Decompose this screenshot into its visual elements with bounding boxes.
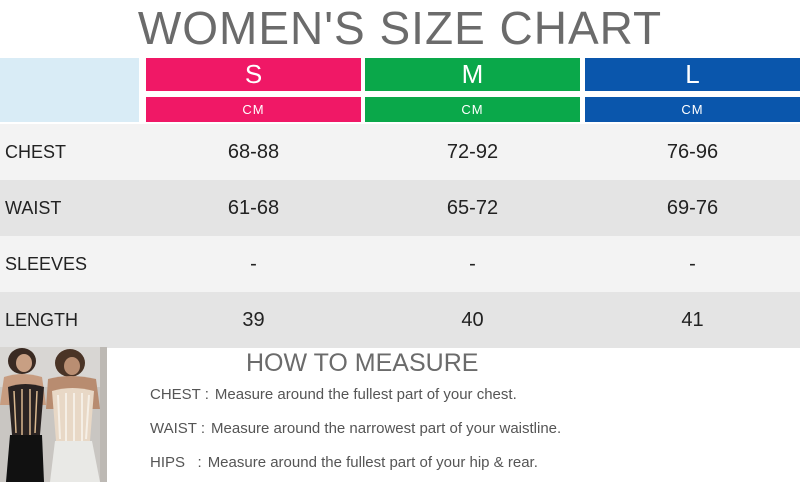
measure-desc: Measure around the narrowest part of you… (211, 420, 562, 437)
measure-key: HIPS : (150, 454, 202, 471)
measure-desc: Measure around the fullest part of your … (207, 454, 538, 471)
model-photo (0, 347, 107, 482)
size-label: L (585, 58, 800, 91)
size-header-s: S CM (146, 58, 361, 122)
unit-label: CM (365, 97, 580, 122)
unit-label: CM (585, 97, 800, 122)
measure-item-hips: HIPS : Measure around the fullest part of… (150, 452, 538, 474)
table-cell: - (689, 253, 696, 275)
table-row-chest: CHEST 68-88 72-92 76-96 (0, 124, 800, 180)
header-corner-cell (0, 58, 139, 122)
measure-key: WAIST : (150, 420, 206, 437)
size-label: M (365, 58, 580, 91)
table-cell: 65-72 (446, 197, 499, 219)
table-row-sleeves: SLEEVES - - - (0, 236, 800, 292)
size-header-l: L CM (585, 58, 800, 122)
measure-item-waist: WAIST : Measure around the narrowest part… (150, 418, 561, 440)
table-cell: - (250, 253, 257, 275)
row-label: SLEEVES (5, 254, 88, 274)
table-cell: 41 (681, 309, 704, 331)
table-cell: 69-76 (666, 197, 719, 219)
table-cell: 40 (461, 309, 484, 331)
table-row-waist: WAIST 61-68 65-72 69-76 (0, 180, 800, 236)
table-row-length: LENGTH 39 40 41 (0, 292, 800, 348)
table-cell: 72-92 (446, 141, 499, 163)
measure-key: CHEST : (150, 386, 209, 403)
table-cell: 76-96 (666, 141, 719, 163)
size-label: S (146, 58, 361, 91)
row-label: LENGTH (5, 310, 79, 330)
table-cell: - (469, 253, 476, 275)
row-label: CHEST (5, 142, 67, 162)
measure-item-chest: CHEST : Measure around the fullest part o… (150, 384, 517, 406)
page-title: WOMEN'S SIZE CHART (137, 2, 663, 54)
measure-desc: Measure around the fullest part of your … (214, 386, 517, 403)
table-cell: 68-88 (227, 141, 280, 163)
row-label: WAIST (5, 198, 62, 218)
table-cell: 61-68 (227, 197, 280, 219)
how-to-measure-title: HOW TO MEASURE (246, 349, 479, 377)
table-cell: 39 (242, 309, 265, 331)
unit-label: CM (146, 97, 361, 122)
size-header-m: M CM (365, 58, 580, 122)
